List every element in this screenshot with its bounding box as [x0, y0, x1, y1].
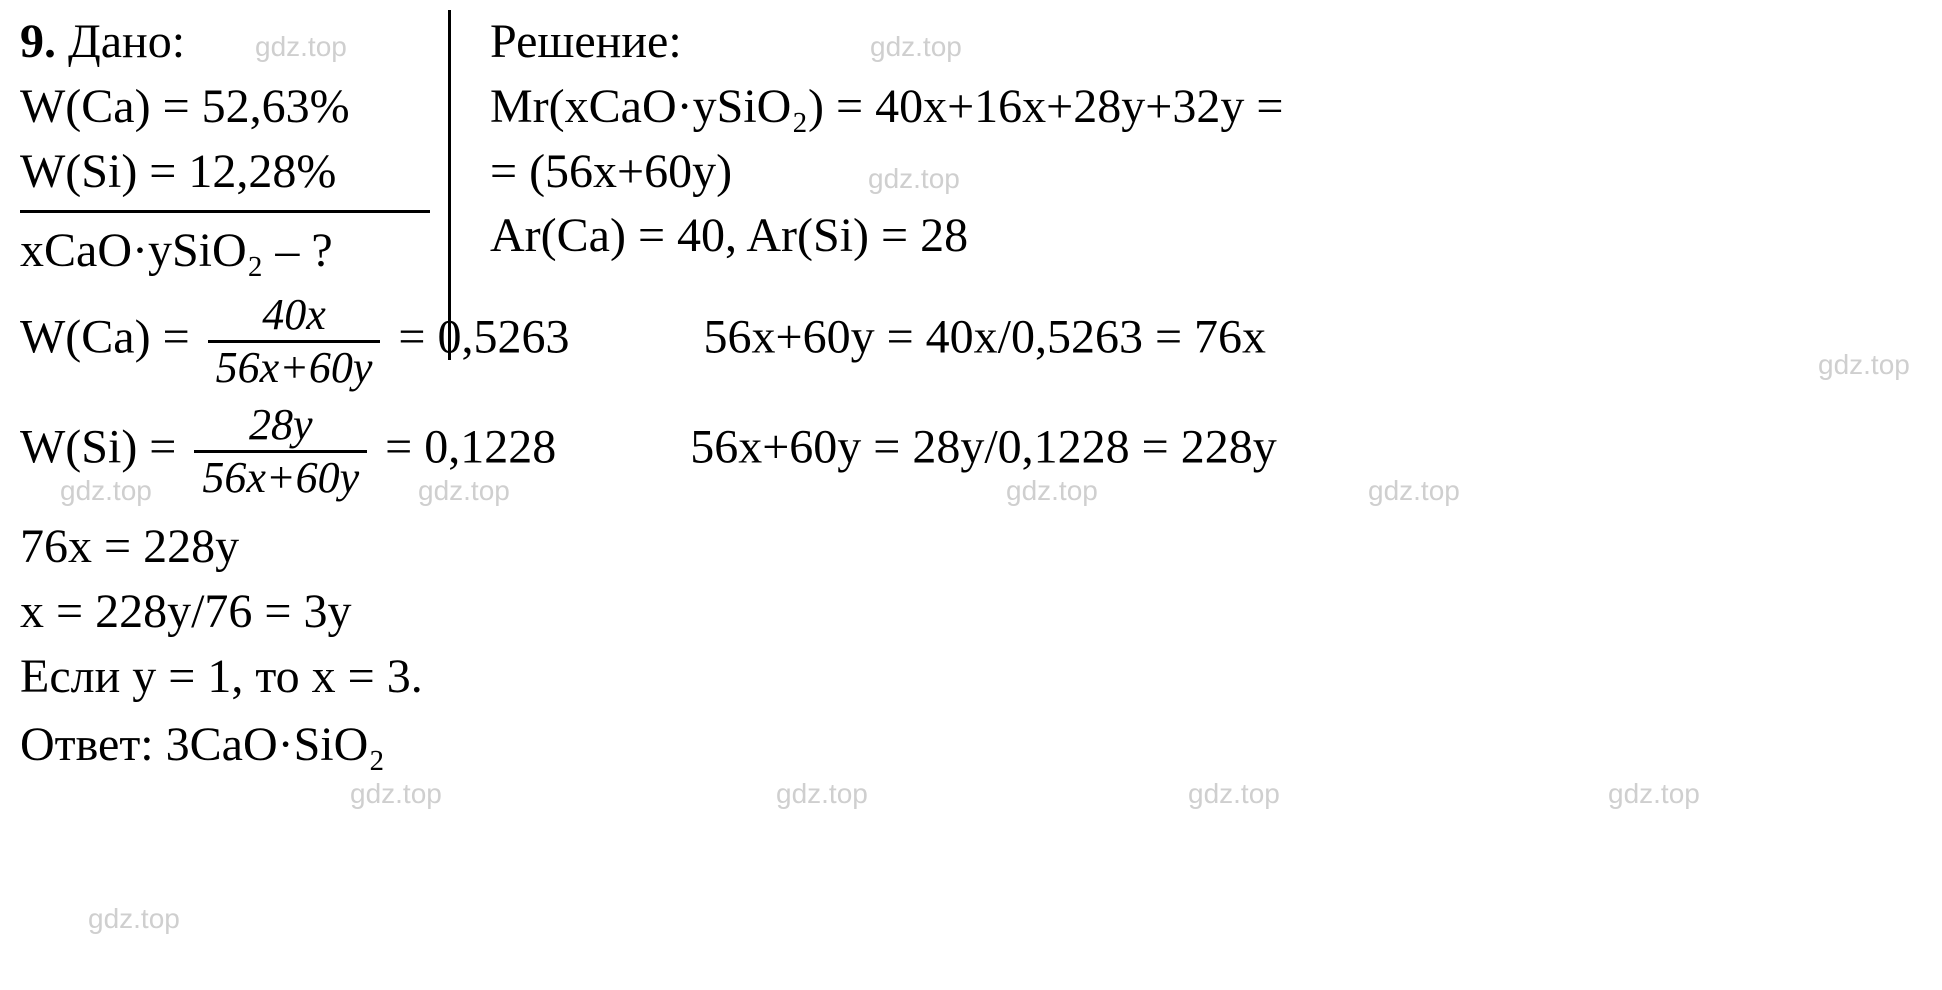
wca-den: 56x+60y	[216, 343, 373, 392]
wca-equation: W(Ca) = 40x 56x+60y = 0,5263 56x+60y = 4…	[20, 292, 1922, 391]
problem-number: 9.	[20, 15, 56, 68]
wsi-den: 56x+60y	[202, 453, 359, 502]
wsi-fraction: 28y 56x+60y	[194, 402, 367, 501]
given-header: 9. Дано:	[20, 10, 450, 75]
wsi-num: 28y	[249, 400, 313, 449]
given-column: 9. Дано: W(Ca) = 52,63% W(Si) = 12,28% x…	[20, 10, 450, 284]
answer-line: Ответ: 3CaO·SiO₂	[20, 713, 1922, 778]
given-unknown: xCaO·ySiO₂ – ?	[20, 219, 450, 284]
wca-num: 40x	[262, 290, 326, 339]
eq3: Если y = 1, то x = 3.	[20, 645, 1922, 710]
wsi-rhs: 56x+60y = 28y/0,1228 = 228y	[690, 420, 1277, 473]
wca-rhs: 56x+60y = 40x/0,5263 = 76x	[704, 311, 1267, 364]
wca-fraction: 40x 56x+60y	[208, 292, 381, 391]
page-root: 9. Дано: W(Ca) = 52,63% W(Si) = 12,28% x…	[0, 0, 1942, 990]
eq1: 76x = 228y	[20, 515, 1922, 580]
answer-label: Ответ:	[20, 718, 154, 771]
wsi-mid: = 0,1228	[385, 420, 556, 473]
wca-prefix: W(Ca) =	[20, 311, 202, 364]
given-wsi: W(Si) = 12,28%	[20, 140, 450, 205]
watermark: gdz.top	[350, 775, 442, 813]
given-label: Дано:	[68, 15, 185, 68]
solution-label: Решение:	[490, 10, 1922, 75]
given-wca: W(Ca) = 52,63%	[20, 75, 450, 140]
mr-line1: Mr(xCaO·ySiO₂) = 40x+16x+28y+32y =	[490, 75, 1922, 140]
mr-line2: = (56x+60y)	[490, 140, 1922, 205]
wsi-prefix: W(Si) =	[20, 420, 188, 473]
watermark: gdz.top	[776, 775, 868, 813]
ar-line: Ar(Ca) = 40, Ar(Si) = 28	[490, 204, 1922, 269]
given-divider	[20, 210, 430, 213]
watermark: gdz.top	[1608, 775, 1700, 813]
answer-value: 3CaO·SiO₂	[166, 718, 385, 771]
solution-column: Решение: Mr(xCaO·ySiO₂) = 40x+16x+28y+32…	[450, 10, 1922, 269]
watermark: gdz.top	[1188, 775, 1280, 813]
wsi-equation: W(Si) = 28y 56x+60y = 0,1228 56x+60y = 2…	[20, 402, 1922, 501]
wca-mid: = 0,5263	[398, 311, 569, 364]
eq2: x = 228y/76 = 3y	[20, 580, 1922, 645]
watermark: gdz.top	[88, 900, 180, 938]
top-two-column: 9. Дано: W(Ca) = 52,63% W(Si) = 12,28% x…	[20, 10, 1922, 284]
